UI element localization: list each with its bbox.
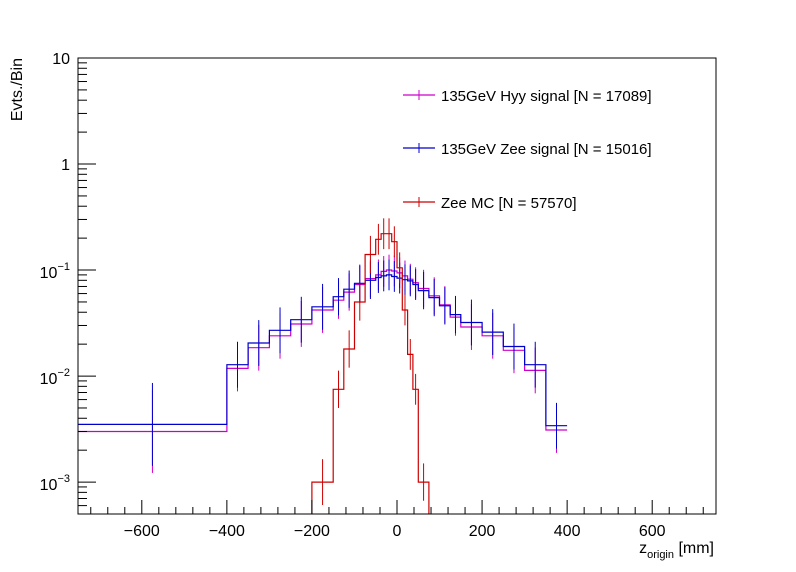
axis-layer: −600 −400 −200 0 200 400 600 10 1 10−1 10−2 10−3 bbox=[40, 51, 704, 540]
x-tick-label: 600 bbox=[639, 523, 666, 540]
x-tick-label: 200 bbox=[469, 523, 496, 540]
legend-label-2: Zee MC [N = 57570] bbox=[441, 195, 576, 212]
y-tick-label: 10 bbox=[52, 51, 70, 68]
x-tick-label: 0 bbox=[393, 523, 402, 540]
y-tick-label: 10−1 bbox=[40, 261, 70, 282]
plot-frame bbox=[77, 57, 717, 515]
series-line-2 bbox=[311, 233, 430, 514]
legend-label-1: 135GeV Zee signal [N = 15016] bbox=[441, 141, 652, 158]
y-tick-label: 1 bbox=[61, 157, 70, 174]
x-tick-label: −600 bbox=[124, 523, 160, 540]
y-axis-label: Evts./Bin bbox=[9, 58, 26, 121]
legend-label-0: 135GeV Hyy signal [N = 17089] bbox=[441, 88, 652, 105]
legend: 135GeV Hyy signal [N = 17089] 135GeV Zee … bbox=[403, 88, 652, 212]
y-tick-label: 10−2 bbox=[40, 367, 70, 388]
histogram-layer bbox=[78, 218, 568, 514]
x-tick-label: −400 bbox=[209, 523, 245, 540]
x-tick-label: −200 bbox=[294, 523, 330, 540]
x-axis-label: zorigin [mm] bbox=[639, 540, 714, 561]
y-tick-label: 10−3 bbox=[40, 473, 70, 494]
x-tick-label: 400 bbox=[554, 523, 581, 540]
